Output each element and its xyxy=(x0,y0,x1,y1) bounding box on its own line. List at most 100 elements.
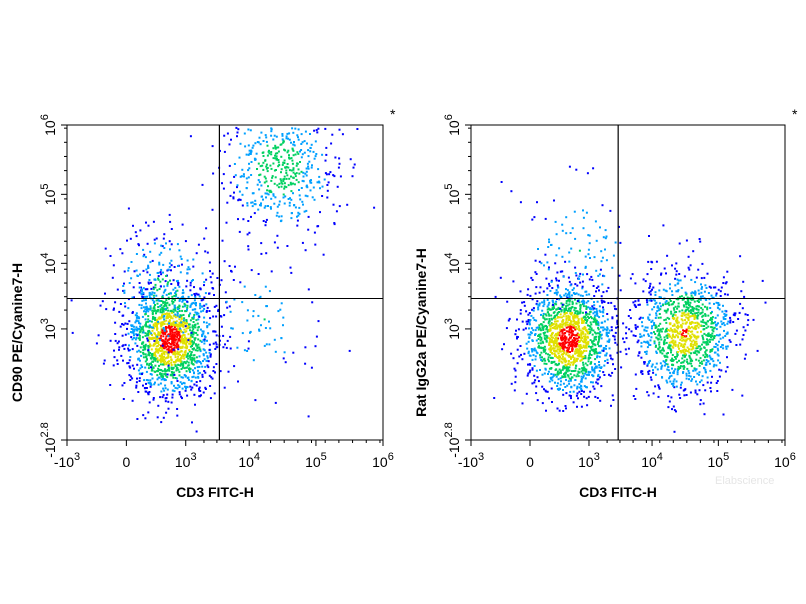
data-point xyxy=(143,347,146,350)
data-point xyxy=(195,430,198,433)
data-point xyxy=(545,327,548,329)
data-point xyxy=(182,324,185,327)
data-point xyxy=(565,407,567,410)
data-point xyxy=(123,382,126,384)
data-point xyxy=(586,312,589,315)
data-point xyxy=(174,351,177,354)
data-point xyxy=(560,316,563,319)
data-point xyxy=(158,263,161,266)
data-point xyxy=(654,385,657,388)
data-point xyxy=(670,329,673,332)
data-point xyxy=(724,318,727,320)
data-point xyxy=(685,372,688,375)
data-point xyxy=(163,323,166,325)
data-point xyxy=(214,341,217,344)
data-point xyxy=(578,275,581,278)
data-point xyxy=(186,304,189,307)
data-point xyxy=(246,202,249,205)
data-point xyxy=(294,127,297,130)
data-point xyxy=(542,305,545,308)
data-point xyxy=(690,348,693,351)
data-point xyxy=(555,339,558,342)
data-point xyxy=(660,349,663,352)
data-point xyxy=(323,178,326,181)
data-point xyxy=(181,305,184,308)
data-point xyxy=(562,337,565,340)
data-point xyxy=(527,350,530,353)
data-point xyxy=(162,394,165,397)
data-point xyxy=(127,267,130,270)
data-point xyxy=(533,374,536,377)
data-point xyxy=(549,351,552,353)
data-point xyxy=(558,348,561,351)
data-point xyxy=(579,359,582,362)
data-point xyxy=(573,359,576,362)
data-point xyxy=(710,349,713,352)
data-point xyxy=(173,294,176,297)
data-point xyxy=(561,343,564,346)
data-point xyxy=(142,331,145,334)
data-point xyxy=(554,355,556,358)
data-point xyxy=(575,375,578,378)
data-point xyxy=(589,350,592,353)
data-point xyxy=(195,292,198,295)
data-point xyxy=(257,162,260,165)
data-point xyxy=(576,327,579,330)
data-point xyxy=(154,358,157,360)
data-point xyxy=(139,372,142,375)
data-point xyxy=(614,307,616,310)
data-point xyxy=(293,141,295,143)
data-point xyxy=(566,384,569,387)
data-point xyxy=(181,223,184,226)
data-point xyxy=(654,294,657,296)
data-point xyxy=(640,371,643,374)
data-point xyxy=(556,327,559,330)
data-point xyxy=(601,283,604,286)
data-point xyxy=(154,309,157,312)
data-point xyxy=(174,377,177,379)
data-point xyxy=(530,332,533,335)
data-point xyxy=(602,315,605,318)
data-point xyxy=(310,166,313,169)
data-point xyxy=(137,358,140,361)
data-point xyxy=(660,330,663,333)
data-point xyxy=(588,328,591,331)
data-point xyxy=(564,307,567,310)
data-point xyxy=(540,351,543,354)
data-point xyxy=(614,331,617,334)
data-point xyxy=(651,325,654,328)
data-point xyxy=(131,311,134,314)
data-point xyxy=(697,322,700,325)
data-point xyxy=(559,323,562,326)
data-point xyxy=(159,372,162,375)
data-point xyxy=(258,188,261,191)
data-point xyxy=(592,320,595,323)
data-point xyxy=(542,346,545,349)
data-point xyxy=(185,327,188,330)
data-point xyxy=(188,354,191,357)
data-point xyxy=(710,326,713,329)
data-point xyxy=(585,349,588,352)
data-point xyxy=(264,192,267,195)
data-point xyxy=(741,338,744,341)
data-point xyxy=(666,254,669,257)
data-point xyxy=(238,190,241,193)
data-point xyxy=(566,370,569,373)
data-point xyxy=(212,315,215,318)
data-point xyxy=(704,368,707,371)
data-point xyxy=(712,360,715,363)
data-point xyxy=(564,312,567,315)
data-point xyxy=(684,350,687,352)
data-point xyxy=(701,303,704,306)
data-point xyxy=(565,392,568,395)
data-point xyxy=(572,390,575,393)
data-point xyxy=(598,316,601,319)
data-point xyxy=(665,272,667,275)
data-point xyxy=(590,275,593,278)
data-point xyxy=(652,392,655,395)
data-point xyxy=(550,345,553,348)
data-point xyxy=(583,346,586,349)
data-point xyxy=(548,343,551,346)
data-point xyxy=(159,396,162,399)
data-point xyxy=(671,324,674,327)
